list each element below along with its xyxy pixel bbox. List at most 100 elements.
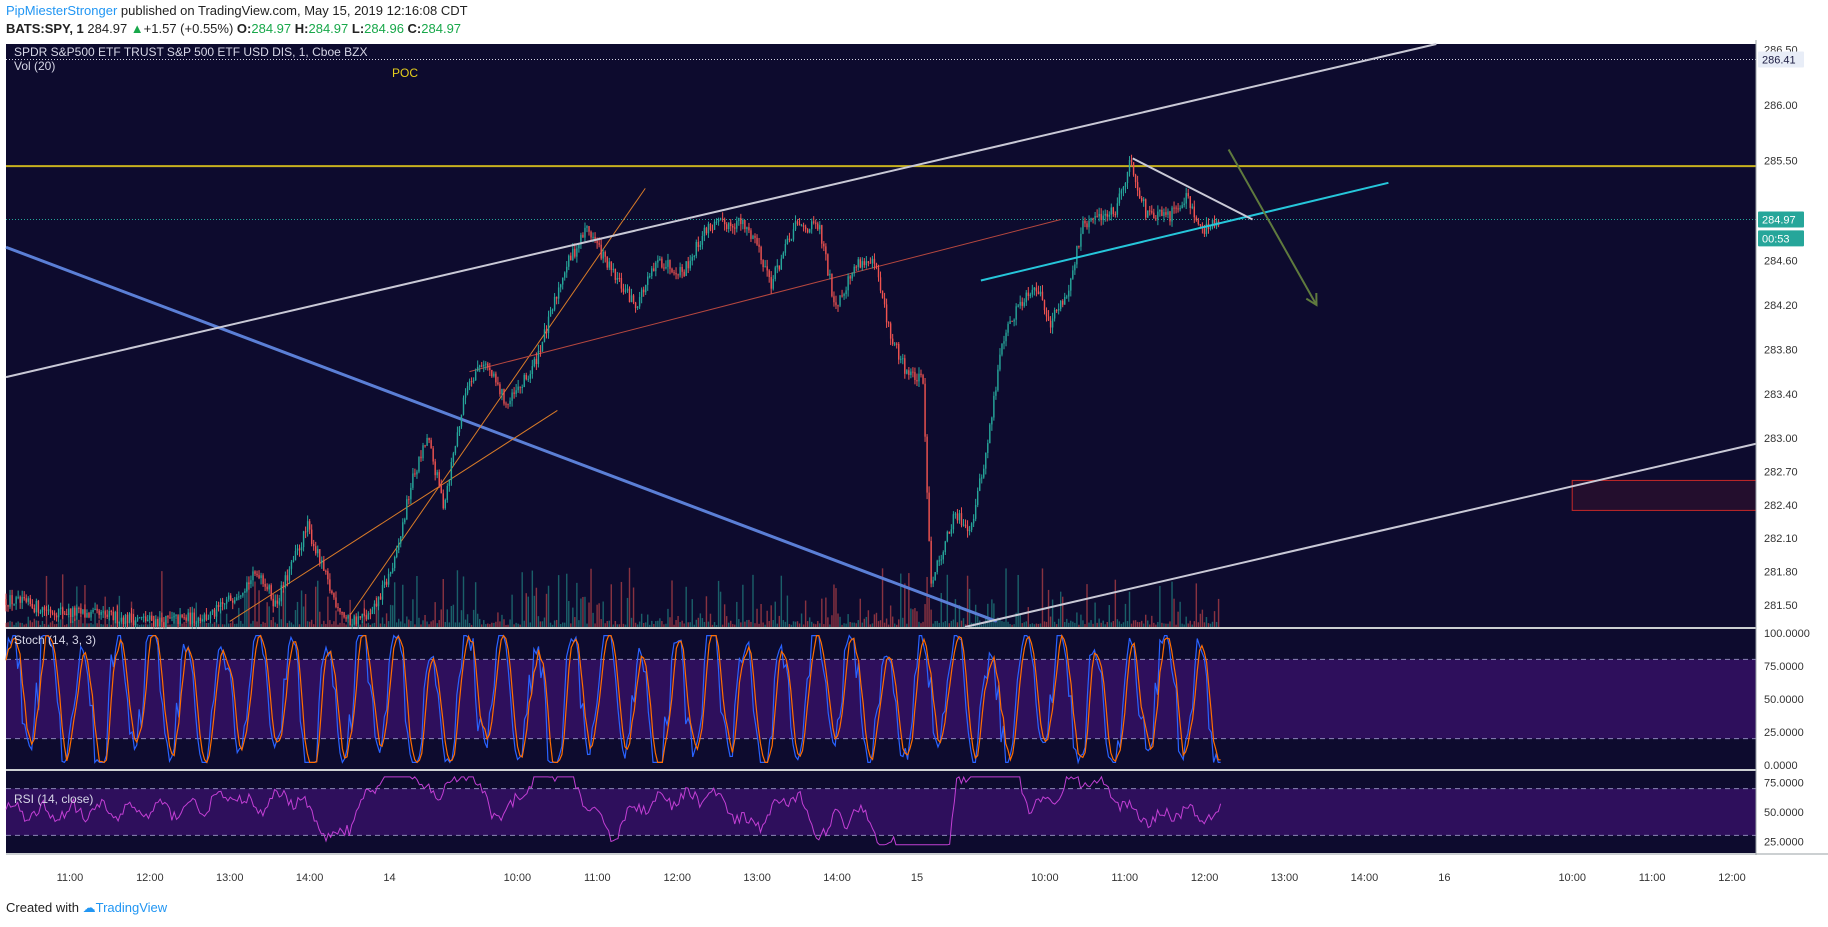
candle-body	[262, 575, 264, 584]
stoch-d-line	[5, 633, 1221, 764]
candle-body	[958, 513, 961, 521]
candle-body	[118, 621, 121, 624]
candle-body	[436, 472, 438, 476]
author-link[interactable]: PipMiesterStronger	[6, 3, 118, 18]
candle-body	[557, 287, 560, 299]
volume-bar	[497, 612, 499, 627]
volume-bar	[171, 624, 173, 627]
volume-bar	[1140, 620, 1143, 627]
candle-body	[644, 284, 647, 293]
candle-body	[1068, 290, 1070, 297]
volume-bar	[1025, 621, 1027, 627]
volume-bar	[717, 580, 720, 627]
volume-bar	[418, 617, 420, 627]
candle-body	[497, 382, 499, 385]
volume-bar	[960, 620, 963, 627]
candle-body	[280, 585, 283, 602]
volume-bar	[819, 623, 821, 627]
candle-body	[1149, 210, 1151, 212]
volume-bar	[853, 622, 855, 627]
volume-bar	[549, 622, 552, 627]
volume-bar	[1122, 622, 1125, 627]
candle-body	[926, 436, 928, 493]
candle-body	[900, 358, 902, 360]
volume-bar	[1001, 621, 1003, 627]
candle-body	[1076, 246, 1078, 265]
time-tick-label: 15	[911, 872, 923, 884]
volume-bar	[620, 581, 623, 627]
volume-bar	[385, 613, 388, 627]
volume-bar	[345, 624, 347, 627]
candle-body	[223, 603, 226, 605]
volume-bar	[883, 622, 886, 627]
candle-body	[806, 229, 809, 233]
chart-area[interactable]: SPDR S&P500 ETF TRUST S&P 500 ETF USD DI…	[0, 40, 1828, 890]
volume-bar	[744, 621, 746, 627]
volume-bar	[47, 624, 50, 627]
candle-body	[489, 367, 491, 371]
candle-body	[329, 579, 331, 591]
price-label-text: 286.41	[1762, 55, 1796, 67]
tradingview-brand[interactable]: TradingView	[95, 900, 168, 915]
volume-bar	[367, 622, 370, 627]
rsi-tick-label: 50.0000	[1764, 807, 1804, 819]
candle-body	[90, 611, 92, 618]
volume-bar	[521, 572, 523, 627]
volume-bar	[430, 621, 432, 627]
volume-bar	[1118, 621, 1121, 627]
candle-body	[730, 222, 732, 227]
volume-bar	[503, 619, 505, 627]
volume-bar	[507, 624, 509, 627]
candle-body	[1072, 270, 1074, 279]
time-tick-label: 14:00	[296, 872, 324, 884]
open-label: O:	[236, 21, 252, 36]
candle-body	[829, 273, 831, 276]
candle-body	[379, 596, 382, 600]
volume-bar	[80, 615, 82, 627]
candle-body	[274, 600, 276, 607]
volume-bar	[185, 623, 187, 627]
volume-bar	[756, 608, 758, 627]
volume-bar	[681, 620, 683, 627]
volume-bar	[219, 608, 222, 627]
volume-bar	[855, 623, 857, 627]
volume-bar	[102, 624, 104, 627]
volume-bar	[734, 624, 736, 627]
candle-body	[995, 390, 997, 396]
volume-bar	[940, 592, 942, 627]
candle-body	[930, 540, 932, 584]
candle-body	[104, 611, 106, 615]
candle-body	[521, 386, 523, 388]
candle-body	[302, 531, 305, 548]
volume-bar	[234, 623, 236, 627]
volume-bar	[17, 621, 19, 627]
candle-body	[910, 371, 912, 376]
volume-bar	[740, 622, 742, 627]
volume-label: Vol (20)	[14, 59, 55, 73]
candle-body	[341, 611, 343, 613]
candle-body	[144, 616, 147, 622]
candle-body	[616, 277, 619, 280]
candle-body	[1057, 308, 1060, 311]
candle-body	[1027, 292, 1030, 296]
candle-body	[9, 595, 11, 607]
price-panel-bg[interactable]	[6, 44, 1756, 627]
volume-bar	[671, 580, 673, 627]
candle-body	[1177, 208, 1179, 210]
volume-bar	[1066, 618, 1068, 627]
volume-bar	[1064, 621, 1066, 627]
close-label: C:	[407, 21, 422, 36]
candle-body	[387, 573, 390, 585]
volume-bar	[1104, 624, 1106, 627]
volume-bar	[519, 624, 521, 627]
price-axis-bg[interactable]	[1756, 40, 1828, 855]
candle-body	[151, 615, 153, 621]
time-tick-label: 14:00	[823, 872, 851, 884]
volume-bar	[839, 616, 841, 627]
volume-bar	[762, 622, 764, 627]
candle-body	[849, 276, 851, 279]
candle-body	[847, 276, 849, 291]
candle-body	[452, 453, 455, 462]
candle-body	[146, 619, 149, 622]
volume-bar	[991, 599, 993, 627]
